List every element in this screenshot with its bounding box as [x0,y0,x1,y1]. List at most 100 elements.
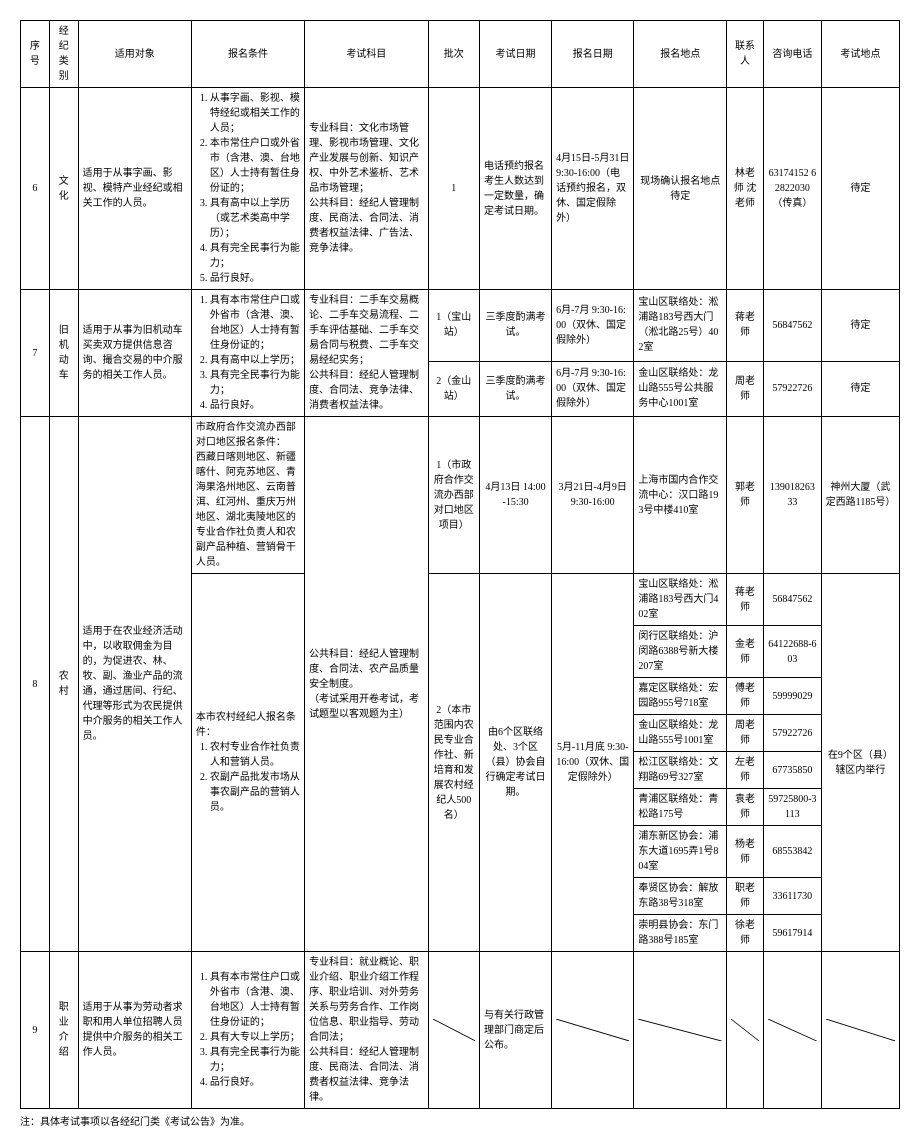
cell-diag [727,952,764,1109]
subj-line: （考试采用开卷考试，考试题型以客观题为主） [309,692,424,722]
cell-regloc: 闵行区联络处：沪闵路6388号新大楼207室 [634,626,727,678]
cell-regloc: 金山区联络处：龙山路555号1001室 [634,715,727,752]
req-item: 具有完全民事行为能力； [210,368,300,398]
table-row: 7 旧机动车 适用于从事为旧机动车买卖双方提供信息咨询、撮合交易的中介服务的相关… [21,290,900,362]
cell-tel: 33611730 [764,878,822,915]
cell-regloc: 金山区联络处：龙山路555号公共服务中心1001室 [634,361,727,417]
cell-applicable: 适用于从事字画、影视、模特产业经纪或相关工作的人员。 [78,88,191,290]
cell-req: 市政府合作交流办西部对口地区报名条件： 西藏日喀则地区、新疆喀什、阿克苏地区、青… [191,417,304,574]
cell-examloc: 在9个区（县）辖区内举行 [821,574,899,952]
cell-tel: 68553842 [764,826,822,878]
cell-examloc: 待定 [821,88,899,290]
cell-contact: 蒋老师 [727,290,764,362]
cell-diag [428,952,479,1109]
cell-regdate: 6月-7月 9:30-16:00（双休、国定假除外） [552,361,634,417]
cell-contact: 周老师 [727,715,764,752]
subj-line: 专业科目：就业概论、职业介绍、职业介绍工作程序、职业培训、对外劳务关系与劳务合作… [309,955,424,1045]
cell-regdate: 3月21日-4月9日 9:30-16:00 [552,417,634,574]
cell-examdate: 4月13日 14:00-15:30 [480,417,552,574]
th-applicable: 适用对象 [78,21,191,88]
cell-examdate: 由6个区联络处、3个区（县）协会自行确定考试日期。 [480,574,552,952]
cell-examloc: 待定 [821,361,899,417]
th-requirements: 报名条件 [191,21,304,88]
cell-req: 本市农村经纪人报名条件： 农村专业合作社负责人和营销人员。 农副产品批发市场从事… [191,574,304,952]
cell-contact: 林老师 沈老师 [727,88,764,290]
th-regdate: 报名日期 [552,21,634,88]
cell-category: 职业介绍 [49,952,78,1109]
subj-line: 公共科目：经纪人管理制度、合同法、竞争法律、消费者权益法律。 [309,368,424,413]
cell-contact: 郭老师 [727,417,764,574]
cell-tel: 56847562 [764,574,822,626]
cell-examdate: 电话预约报名考生人数达到一定数量，确定考试日期。 [480,88,552,290]
cell-tel: 13901826333 [764,417,822,574]
cell-batch: 2（本市范围内农民专业合作社、新培育和发展农村经纪人500名） [428,574,479,952]
cell-contact: 杨老师 [727,826,764,878]
cell-tel: 57922726 [764,361,822,417]
th-batch: 批次 [428,21,479,88]
table-row: 8 农村 适用于在农业经济活动中，以收取佣金为目的，为促进农、林、牧、副、渔业产… [21,417,900,574]
cell-seq: 7 [21,290,50,417]
cell-applicable: 适用于从事为旧机动车买卖双方提供信息咨询、撮合交易的中介服务的相关工作人员。 [78,290,191,417]
th-contact: 联系人 [727,21,764,88]
req-item: 具有本市常住户口或外省市（含港、澳、台地区）人士持有暂住身份证的； [210,293,300,353]
cell-regloc: 现场确认报名地点待定 [634,88,727,290]
req-item: 本市常住户口或外省市（含港、澳、台地区）人士持有暂住身份证的； [210,136,300,196]
cell-tel: 56847562 [764,290,822,362]
th-regloc: 报名地点 [634,21,727,88]
cell-regloc: 崇明县协会：东门路388号185室 [634,915,727,952]
cell-tel: 64122688-603 [764,626,822,678]
cell-examloc: 待定 [821,290,899,362]
cell-batch: 1（市政府合作交流办西部对口地区项目） [428,417,479,574]
req-title: 市政府合作交流办西部对口地区报名条件： [196,420,300,450]
cell-subj: 公共科目：经纪人管理制度、合同法、农产品质量安全制度。 （考试采用开卷考试，考试… [305,417,429,952]
cell-req: 从事字画、影视、模特经纪或相关工作的人员； 本市常住户口或外省市（含港、澳、台地… [191,88,304,290]
req-item: 具有高中以上学历； [210,353,300,368]
table-row: 9 职业介绍 适用于从事为劳动者求职和用人单位招聘人员提供中介服务的相关工作人员… [21,952,900,1109]
cell-req: 具有本市常住户口或外省市（含港、澳、台地区）人士持有暂住身份证的； 具有高中以上… [191,290,304,417]
cell-tel: 63174152 62822030（传真） [764,88,822,290]
subj-line: 公共科目：经纪人管理制度、民商法、合同法、消费者权益法律、广告法、竞争法律。 [309,196,424,256]
subj-line: 专业科目：文化市场管理、影视市场管理、文化产业发展与创新、知识产权、中外艺术鉴析… [309,121,424,196]
cell-regloc: 浦东新区协会：浦东大道1695弄1号804室 [634,826,727,878]
cell-regloc: 青浦区联络处：青松路175号 [634,789,727,826]
cell-diag [552,952,634,1109]
th-seq: 序号 [21,21,50,88]
cell-contact: 周老师 [727,361,764,417]
cell-category: 农村 [49,417,78,952]
req-item: 农村专业合作社负责人和营销人员。 [210,740,300,770]
th-examloc: 考试地点 [821,21,899,88]
cell-seq: 6 [21,88,50,290]
cell-examdate: 三季度酌满考试。 [480,361,552,417]
cell-batch: 1（宝山站） [428,290,479,362]
cell-applicable: 适用于在农业经济活动中，以收取佣金为目的，为促进农、林、牧、副、渔业产品的流通，… [78,417,191,952]
footnote: 注：具体考试事项以各经纪门类《考试公告》为准。 [20,1113,900,1128]
req-item: 农副产品批发市场从事农副产品的营销人员。 [210,770,300,815]
req-item: 具有高中以上学历（或艺术类高中学历）； [210,196,300,241]
cell-regloc: 宝山区联络处：淞浦路183号西大门402室 [634,574,727,626]
cell-tel: 59725800-3113 [764,789,822,826]
cell-tel: 59617914 [764,915,822,952]
cell-seq: 8 [21,417,50,952]
cell-batch: 1 [428,88,479,290]
cell-examloc: 神州大厦（武定西路1185号） [821,417,899,574]
th-tel: 咨询电话 [764,21,822,88]
cell-regloc: 宝山区联络处：淞浦路183号西大门（淞北路25号）402室 [634,290,727,362]
cell-contact: 徐老师 [727,915,764,952]
cell-tel: 57922726 [764,715,822,752]
cell-diag [764,952,822,1109]
cell-contact: 左老师 [727,752,764,789]
req-item: 品行良好。 [210,398,300,413]
cell-req: 具有本市常住户口或外省市（含港、澳、台地区）人士持有暂住身份证的； 具有大专以上… [191,952,304,1109]
cell-subj: 专业科目：文化市场管理、影视市场管理、文化产业发展与创新、知识产权、中外艺术鉴析… [305,88,429,290]
cell-contact: 袁老师 [727,789,764,826]
cell-subj: 专业科目：二手车交易概论、二手车交易流程、二手车评估基础、二手车交易合同与税费、… [305,290,429,417]
cell-regdate: 6月-7月 9:30-16:00（双休、国定假除外） [552,290,634,362]
cell-tel: 59999029 [764,678,822,715]
cell-diag [634,952,727,1109]
th-category: 经纪类别 [49,21,78,88]
cell-subj: 专业科目：就业概论、职业介绍、职业介绍工作程序、职业培训、对外劳务关系与劳务合作… [305,952,429,1109]
cell-contact: 蒋老师 [727,574,764,626]
cell-regdate: 4月15日-5月31日 9:30-16:00（电话预约报名，双休、国定假除外） [552,88,634,290]
cell-regloc: 松江区联络处：文翔路69号327室 [634,752,727,789]
cell-examdate: 三季度酌满考试。 [480,290,552,362]
